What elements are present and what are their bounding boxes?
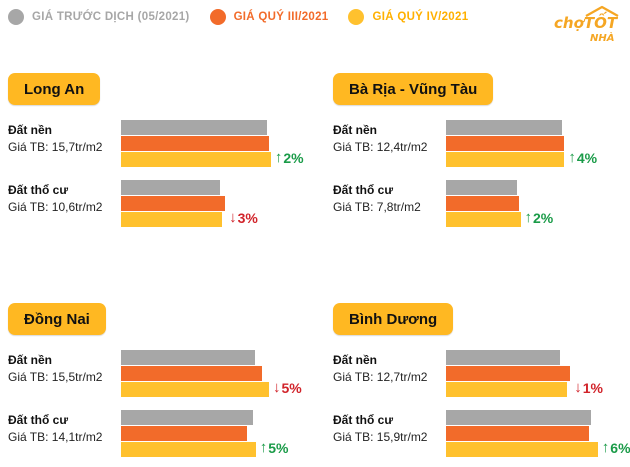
bar-q4: [446, 442, 598, 457]
arrow-down-icon: ↓: [273, 379, 281, 396]
change-value: 2%: [533, 209, 554, 226]
bar-q3: [446, 426, 590, 441]
change-indicator: ↑ 5%: [260, 439, 289, 456]
bar-before: [446, 120, 562, 135]
bar-q3: [121, 366, 263, 381]
legend-swatch-q4: [348, 9, 365, 25]
group-price: Giá TB: 7,8tr/m2: [333, 200, 421, 214]
bar-q3: [446, 136, 564, 151]
bar-q4: [446, 382, 568, 397]
group-price: Giá TB: 14,1tr/m2: [8, 430, 103, 444]
bar-q3: [446, 196, 519, 211]
group-name: Đất nền: [333, 123, 378, 137]
chotot-nha-logo: chợTỐT NHÀ: [554, 5, 619, 44]
legend-swatch-before: [8, 9, 24, 25]
legend-item-q4: GIÁ QUÝ IV/2021: [348, 9, 468, 25]
change-indicator: ↓ 3%: [229, 209, 258, 226]
bar-q3: [121, 426, 248, 441]
legend-swatch-q3: [209, 9, 226, 25]
logo-text-top: chợTỐT: [554, 11, 619, 32]
bar-q4: [446, 152, 565, 167]
change-value: 3%: [237, 209, 258, 226]
change-value: 4%: [576, 149, 598, 166]
legend-label-before: GIÁ TRƯỚC DỊCH (05/2021): [32, 11, 190, 23]
group-dat-tho-cu: Đất thổ cư Giá TB: 15,9tr/m2 ↑ 6%: [333, 410, 630, 462]
panel-ba-ria-vung-tau: Bà Rịa - Vũng Tàu Đất nền Giá TB: 12,4tr…: [333, 73, 630, 233]
bar-before: [121, 410, 253, 425]
bar-q4: [121, 442, 256, 457]
group-dat-tho-cu: Đất thổ cư Giá TB: 7,8tr/m2 ↑ 2%: [333, 180, 630, 232]
change-value: 5%: [268, 439, 289, 456]
legend-label-q3: GIÁ QUÝ III/2021: [233, 11, 329, 23]
change-indicator: ↑ 4%: [568, 149, 597, 166]
legend-item-before: GIÁ TRƯỚC DỊCH (05/2021): [8, 9, 190, 25]
panel-binh-duong: Bình Dương Đất nền Giá TB: 12,7tr/m2 ↓ 1%…: [333, 303, 630, 463]
arrow-up-icon: ↑: [568, 149, 576, 166]
group-name: Đất nền: [8, 123, 53, 137]
group-price: Giá TB: 10,6tr/m2: [8, 200, 103, 214]
group-dat-tho-cu: Đất thổ cư Giá TB: 14,1tr/m2 ↑ 5%: [8, 410, 308, 462]
group-name: Đất thổ cư: [333, 413, 394, 427]
bar-before: [121, 180, 221, 195]
group-dat-tho-cu: Đất thổ cư Giá TB: 10,6tr/m2 ↓ 3%: [8, 180, 308, 232]
group-name: Đất nền: [333, 353, 378, 367]
group-dat-nen: Đất nền Giá TB: 12,7tr/m2 ↓ 1%: [333, 350, 630, 402]
group-price: Giá TB: 15,7tr/m2: [8, 140, 103, 154]
legend: GIÁ TRƯỚC DỊCH (05/2021) GIÁ QUÝ III/202…: [8, 6, 488, 28]
arrow-up-icon: ↑: [524, 209, 533, 226]
group-name: Đất thổ cư: [333, 183, 394, 197]
panel-long-an: Long An Đất nền Giá TB: 15,7tr/m2 ↑ 2% Đấ…: [8, 73, 308, 233]
arrow-up-icon: ↑: [274, 149, 283, 166]
change-value: 5%: [281, 379, 302, 396]
change-indicator: ↑ 2%: [275, 149, 304, 166]
bar-before: [121, 350, 255, 365]
arrow-up-icon: ↑: [259, 439, 268, 456]
arrow-down-icon: ↓: [229, 209, 237, 226]
change-indicator: ↓ 5%: [273, 379, 302, 396]
logo-text-bottom: NHÀ: [590, 30, 614, 44]
group-price: Giá TB: 15,9tr/m2: [333, 430, 428, 444]
legend-item-q3: GIÁ QUÝ III/2021: [209, 9, 329, 25]
group-dat-nen: Đất nền Giá TB: 15,7tr/m2 ↑ 2%: [8, 120, 308, 172]
group-price: Giá TB: 12,7tr/m2: [333, 370, 428, 384]
bar-q3: [446, 366, 571, 381]
bar-q4: [121, 212, 223, 227]
bar-q3: [121, 196, 226, 211]
change-value: 6%: [610, 439, 630, 456]
group-price: Giá TB: 12,4tr/m2: [333, 140, 428, 154]
bar-q4: [121, 382, 269, 397]
group-price: Giá TB: 15,5tr/m2: [8, 370, 103, 384]
bar-before: [121, 120, 268, 135]
region-label: Đồng Nai: [8, 303, 106, 335]
group-dat-nen: Đất nền Giá TB: 12,4tr/m2 ↑ 4%: [333, 120, 630, 172]
bar-before: [446, 180, 517, 195]
legend-label-q4: GIÁ QUÝ IV/2021: [372, 11, 469, 23]
region-label: Bà Rịa - Vũng Tàu: [333, 73, 494, 105]
bar-before: [446, 350, 560, 365]
bar-q3: [121, 136, 269, 151]
change-indicator: ↑ 2%: [525, 209, 554, 226]
group-name: Đất nền: [8, 353, 53, 367]
arrow-down-icon: ↓: [574, 379, 582, 396]
region-label: Long An: [8, 73, 101, 105]
group-dat-nen: Đất nền Giá TB: 15,5tr/m2 ↓ 5%: [8, 350, 308, 402]
bar-before: [446, 410, 592, 425]
region-label: Bình Dương: [333, 303, 454, 335]
change-indicator: ↓ 1%: [574, 379, 603, 396]
change-value: 2%: [283, 149, 304, 166]
bar-q4: [446, 212, 521, 227]
arrow-up-icon: ↑: [601, 439, 610, 456]
change-indicator: ↑ 6%: [602, 439, 630, 456]
panel-dong-nai: Đồng Nai Đất nền Giá TB: 15,5tr/m2 ↓ 5% Đ…: [8, 303, 308, 463]
bar-q4: [121, 152, 271, 167]
group-name: Đất thổ cư: [8, 413, 69, 427]
group-name: Đất thổ cư: [8, 183, 69, 197]
change-value: 1%: [582, 379, 603, 396]
